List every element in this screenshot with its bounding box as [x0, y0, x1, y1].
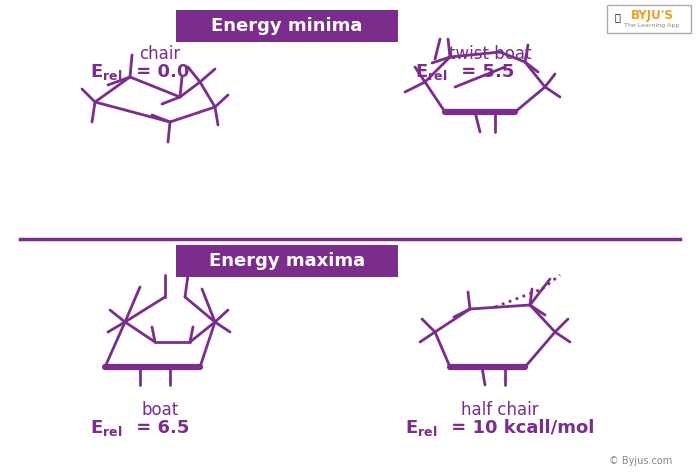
- Text: 📖: 📖: [614, 12, 620, 22]
- Text: The Learning App: The Learning App: [624, 23, 680, 27]
- Text: = 5.5: = 5.5: [455, 63, 514, 81]
- Text: chair: chair: [139, 45, 181, 63]
- Text: BYJU'S: BYJU'S: [631, 9, 673, 23]
- Text: = 0.0: = 0.0: [130, 63, 190, 81]
- Text: $\mathbf{E_{rel}}$: $\mathbf{E_{rel}}$: [90, 418, 122, 438]
- FancyBboxPatch shape: [176, 10, 398, 42]
- Text: Energy minima: Energy minima: [211, 17, 363, 35]
- Text: $\mathbf{E_{rel}}$: $\mathbf{E_{rel}}$: [405, 418, 438, 438]
- Text: = 6.5: = 6.5: [130, 419, 190, 437]
- FancyBboxPatch shape: [607, 5, 691, 33]
- Text: boat: boat: [141, 401, 178, 419]
- Text: © Byjus.com: © Byjus.com: [609, 456, 672, 466]
- Text: = 10 kcall/mol: = 10 kcall/mol: [445, 419, 594, 437]
- Text: $\mathbf{E_{rel}}$: $\mathbf{E_{rel}}$: [90, 62, 122, 82]
- Text: half chair: half chair: [461, 401, 539, 419]
- FancyBboxPatch shape: [176, 245, 398, 277]
- Text: twist boat: twist boat: [449, 45, 531, 63]
- Text: $\mathbf{E_{rel}}$: $\mathbf{E_{rel}}$: [415, 62, 447, 82]
- Text: Energy maxima: Energy maxima: [209, 252, 365, 270]
